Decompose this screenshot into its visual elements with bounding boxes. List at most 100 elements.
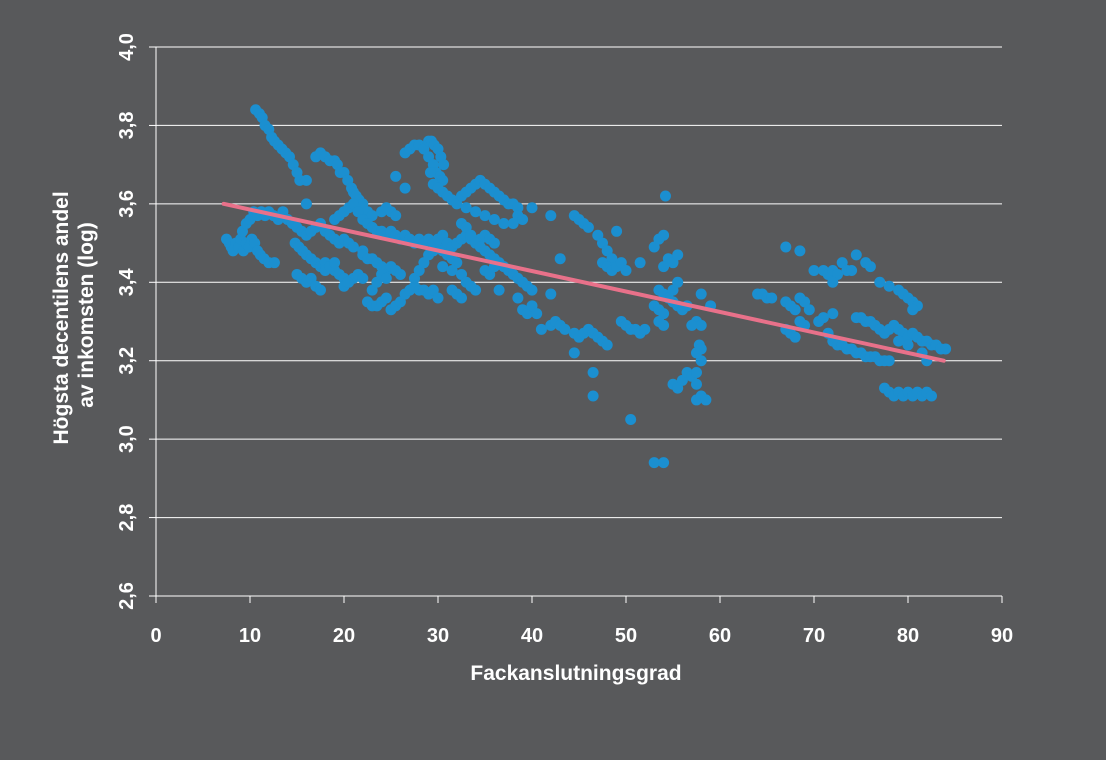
data-point-392 <box>883 355 895 367</box>
data-point-223 <box>470 206 482 218</box>
y-axis-title-line-1: Högsta decentilens andel <box>50 191 73 444</box>
data-point-167 <box>438 159 450 171</box>
data-point-295 <box>587 390 599 402</box>
data-point-373 <box>827 276 839 288</box>
data-point-350 <box>766 292 778 304</box>
x-tick-label-2: 20 <box>333 625 355 647</box>
data-point-292 <box>601 339 613 351</box>
x-tick-label-9: 90 <box>991 625 1013 647</box>
data-point-156 <box>399 182 411 194</box>
trend-line <box>221 201 946 363</box>
data-point-248 <box>470 284 482 296</box>
data-point-266 <box>559 323 571 335</box>
data-point-344 <box>686 319 698 331</box>
data-point-80 <box>315 284 326 296</box>
data-point-405 <box>874 276 886 288</box>
data-point-252 <box>493 284 505 296</box>
data-point-222 <box>460 202 472 214</box>
data-point-257 <box>512 292 524 304</box>
data-point-155 <box>390 170 402 182</box>
data-point-225 <box>488 214 500 226</box>
data-point-310 <box>672 249 684 261</box>
data-point-41 <box>300 174 312 186</box>
data-point-190 <box>446 265 458 277</box>
x-tick-label-3: 30 <box>427 625 449 647</box>
data-point-326 <box>648 457 660 469</box>
data-point-256 <box>526 202 538 214</box>
data-point-372 <box>850 249 862 261</box>
x-tick-label-1: 10 <box>239 625 261 647</box>
data-point-284 <box>611 225 623 237</box>
data-point-268 <box>554 253 566 265</box>
data-point-302 <box>625 414 637 426</box>
data-point-406 <box>883 280 895 292</box>
data-point-177 <box>424 166 436 178</box>
trend-line-group <box>221 201 946 363</box>
y-tick-label-3: 3,2 <box>116 347 138 375</box>
data-point-346 <box>695 288 707 300</box>
x-tick-label-5: 50 <box>615 625 637 647</box>
data-point-242 <box>526 284 538 296</box>
data-point-301 <box>639 323 651 335</box>
x-tick-label-0: 0 <box>150 625 161 647</box>
data-point-135 <box>380 292 392 304</box>
data-point-351 <box>780 241 792 253</box>
data-point-57 <box>347 241 359 253</box>
data-point-377 <box>817 312 829 324</box>
y-tick-label-7: 4,0 <box>116 33 138 61</box>
data-point-358 <box>803 304 815 316</box>
y-tick-label-1: 2,8 <box>116 504 138 532</box>
x-tick-labels: 0 10 20 30 40 50 60 70 80 90 <box>150 625 1013 647</box>
data-point-224 <box>479 210 491 222</box>
data-point-343 <box>695 319 707 331</box>
y-tick-label-0: 2,6 <box>116 582 138 610</box>
data-point-86 <box>300 198 312 210</box>
data-point-327 <box>658 457 670 469</box>
data-point-189 <box>437 261 449 273</box>
data-point-333 <box>691 378 702 390</box>
data-point-303 <box>634 257 646 269</box>
data-point-363 <box>789 331 801 343</box>
data-point-16 <box>268 257 280 269</box>
data-point-371 <box>846 265 858 277</box>
data-point-262 <box>535 323 547 335</box>
y-tick-label-6: 3,8 <box>116 112 138 140</box>
data-point-293 <box>568 347 580 359</box>
data-point-325 <box>672 276 684 288</box>
y-tick-labels: 2,6 2,8 3,0 3,2 3,4 3,6 3,8 4,0 <box>116 33 138 610</box>
data-point-226 <box>498 217 510 229</box>
data-point-375 <box>864 261 876 273</box>
x-tick-label-7: 70 <box>803 625 825 647</box>
data-point-83 <box>329 257 341 269</box>
data-point-378 <box>827 308 839 320</box>
data-point-207 <box>488 237 500 249</box>
data-point-306 <box>658 229 670 241</box>
data-point-336 <box>700 394 712 406</box>
data-point-283 <box>620 265 632 277</box>
data-point-423 <box>926 390 937 402</box>
x-axis-title: Fackanslutningsgrad <box>470 662 681 685</box>
data-point-352 <box>794 245 806 257</box>
data-point-323 <box>658 319 670 331</box>
axes <box>149 46 1003 603</box>
data-point-273 <box>582 221 594 233</box>
data-points <box>221 104 952 469</box>
data-point-245 <box>456 292 467 304</box>
x-tick-label-8: 80 <box>897 625 919 647</box>
data-point-434 <box>902 339 914 351</box>
data-point-307 <box>659 190 671 202</box>
data-point-85 <box>342 276 354 288</box>
data-point-294 <box>587 366 599 378</box>
data-point-130 <box>394 268 406 280</box>
x-tick-label-4: 40 <box>521 625 543 647</box>
data-point-341 <box>695 343 707 355</box>
y-tick-label-2: 3,0 <box>116 425 138 453</box>
data-point-150 <box>380 272 392 284</box>
y-axis-title: Högsta decentilens andel av inkomsten (l… <box>50 185 98 444</box>
data-point-364 <box>808 265 820 277</box>
data-point-154 <box>390 210 402 222</box>
data-point-269 <box>545 288 557 300</box>
data-point-412 <box>907 304 919 316</box>
data-point-267 <box>545 210 557 222</box>
